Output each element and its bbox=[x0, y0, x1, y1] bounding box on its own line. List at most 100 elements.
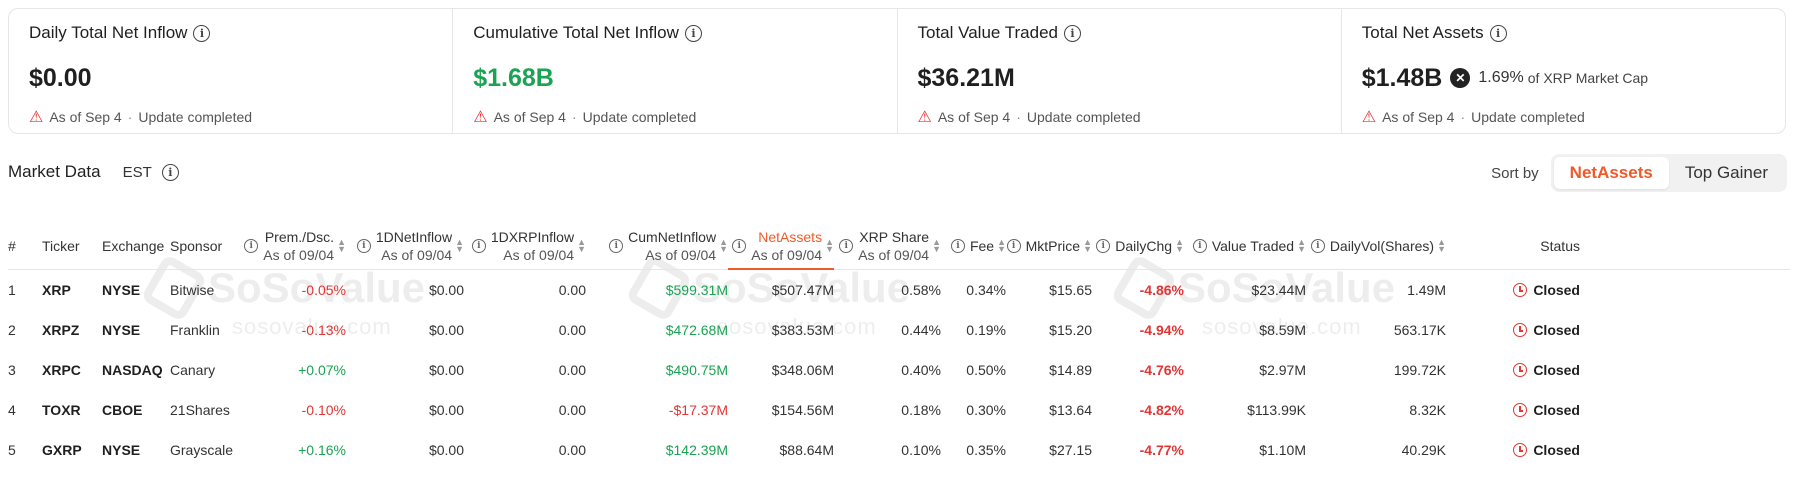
cell-xrp-share: 0.40% bbox=[901, 362, 941, 378]
cell-value-traded: $2.97M bbox=[1259, 362, 1306, 378]
table-row[interactable]: 2 XRPZ NYSE Franklin -0.13% $0.00 0.00 $472.68M… bbox=[8, 310, 1790, 350]
warning-icon: ⚠ bbox=[473, 109, 488, 126]
info-icon[interactable]: i bbox=[839, 238, 854, 253]
table-row[interactable]: 3 XRPC NASDAQ Canary +0.07% $0.00 0.00 $490.75M… bbox=[8, 350, 1790, 390]
sort-icon[interactable]: ▲ ▼ bbox=[1437, 236, 1446, 254]
xrp-logo-icon: ✕ bbox=[1450, 68, 1471, 88]
info-icon[interactable]: i bbox=[1192, 238, 1207, 253]
cell-ticker[interactable]: XRPZ bbox=[42, 322, 80, 338]
info-icon[interactable]: i bbox=[950, 238, 965, 253]
cell-sponsor: 21Shares bbox=[170, 402, 230, 418]
sort-icon[interactable]: ▲ ▼ bbox=[997, 236, 1006, 254]
info-icon[interactable]: i bbox=[244, 238, 259, 253]
col-cum-net-inflow[interactable]: i CumNetInflow As of 09/04 ▲ ▼ bbox=[586, 222, 728, 269]
col-prem-dsc[interactable]: i Prem./Dsc. As of 09/04 ▲ ▼ bbox=[242, 222, 346, 269]
cell-sponsor: Grayscale bbox=[170, 442, 234, 458]
clock-icon bbox=[1513, 443, 1528, 457]
card-title: Cumulative Total Net Inflow bbox=[473, 23, 679, 42]
cell-prem-dsc: -0.13% bbox=[301, 322, 346, 338]
info-icon[interactable]: i bbox=[356, 238, 371, 253]
update-status: Update completed bbox=[1026, 109, 1141, 125]
cell-ticker[interactable]: XRP bbox=[42, 282, 71, 298]
info-icon[interactable]: i bbox=[161, 163, 179, 181]
col-xrp-share[interactable]: i XRP Share As of 09/04 ▲ ▼ bbox=[834, 222, 941, 269]
info-icon[interactable]: i bbox=[1064, 24, 1081, 42]
info-icon[interactable]: i bbox=[471, 238, 486, 253]
cell-1d-net-inflow: $0.00 bbox=[428, 322, 464, 338]
card-value: $1.68B bbox=[473, 63, 554, 92]
cell-exchange: CBOE bbox=[102, 402, 143, 418]
col-ticker: Ticker bbox=[42, 237, 80, 254]
cell-status: Closed bbox=[1446, 282, 1580, 298]
cell-value-traded: $1.10M bbox=[1259, 442, 1306, 458]
info-icon[interactable]: i bbox=[1096, 238, 1111, 253]
col-sponsor: Sponsor bbox=[170, 237, 223, 254]
sort-icon[interactable]: ▲ ▼ bbox=[1175, 236, 1184, 254]
sort-netassets-button[interactable]: NetAssets bbox=[1553, 157, 1669, 189]
cell-fee: 0.34% bbox=[966, 282, 1006, 298]
card-title: Total Net Assets bbox=[1361, 23, 1484, 42]
cell-value-traded: $8.59M bbox=[1259, 322, 1306, 338]
col-number: # bbox=[8, 237, 16, 254]
col-exchange: Exchange bbox=[102, 237, 165, 254]
sort-top-gainer-button[interactable]: Top Gainer bbox=[1684, 163, 1768, 182]
warning-icon: ⚠ bbox=[917, 109, 932, 126]
sort-icon[interactable]: ▲ ▼ bbox=[719, 236, 728, 254]
status-label: Closed bbox=[1533, 402, 1580, 418]
sort-icon[interactable]: ▲ ▼ bbox=[1083, 236, 1092, 254]
cell-xrp-share: 0.58% bbox=[901, 282, 941, 298]
cell-exchange: NASDAQ bbox=[102, 362, 163, 378]
info-icon[interactable]: i bbox=[732, 238, 747, 253]
col-net-assets[interactable]: i NetAssets As of 09/04 ▲ ▼ bbox=[728, 222, 834, 270]
info-icon[interactable]: i bbox=[609, 238, 624, 253]
cell-prem-dsc: +0.07% bbox=[298, 362, 346, 378]
as-of-date: As of Sep 4 bbox=[1382, 109, 1455, 125]
cell-daily-vol: 199.72K bbox=[1393, 362, 1446, 378]
col-value-traded[interactable]: i Value Traded ▲ ▼ bbox=[1184, 222, 1306, 269]
info-icon[interactable]: i bbox=[684, 24, 702, 42]
cell-ticker[interactable]: XRPC bbox=[42, 362, 81, 378]
info-icon[interactable]: i bbox=[193, 24, 211, 42]
info-icon[interactable]: i bbox=[1489, 24, 1507, 42]
cell-cum-net-inflow: $472.68M bbox=[665, 322, 728, 338]
cell-prem-dsc: -0.10% bbox=[301, 402, 346, 418]
col-mkt-price[interactable]: i MktPrice ▲ ▼ bbox=[1006, 222, 1092, 269]
cell-number: 2 bbox=[8, 322, 16, 338]
cell-daily-chg: -4.76% bbox=[1139, 362, 1184, 378]
cell-status: Closed bbox=[1446, 322, 1580, 338]
sort-icon[interactable]: ▲ ▼ bbox=[455, 236, 464, 254]
col-fee[interactable]: i Fee ▲ ▼ bbox=[941, 222, 1006, 269]
card-value: $36.21M bbox=[917, 63, 1015, 92]
cell-daily-chg: -4.86% bbox=[1139, 282, 1184, 298]
table-row[interactable]: 4 TOXR CBOE 21Shares -0.10% $0.00 0.00 -$17.37M… bbox=[8, 390, 1790, 430]
cell-prem-dsc: -0.05% bbox=[301, 282, 346, 298]
col-daily-vol[interactable]: i DailyVol(Shares) ▲ ▼ bbox=[1306, 222, 1446, 269]
sort-icon[interactable]: ▲ ▼ bbox=[825, 236, 834, 254]
card-total-net-assets: Total Net Assets i $1.48B ✕ 1.69% of XRP … bbox=[1361, 23, 1649, 126]
update-status: Update completed bbox=[1471, 109, 1585, 125]
cell-ticker[interactable]: TOXR bbox=[42, 402, 81, 418]
cell-cum-net-inflow: -$17.37M bbox=[668, 402, 728, 418]
sort-icon[interactable]: ▲ ▼ bbox=[932, 236, 941, 254]
cell-daily-chg: -4.94% bbox=[1139, 322, 1184, 338]
cell-ticker[interactable]: GXRP bbox=[42, 442, 82, 458]
sort-icon[interactable]: ▲ ▼ bbox=[577, 236, 586, 254]
col-status: Status bbox=[1540, 237, 1580, 254]
cell-1d-net-inflow: $0.00 bbox=[428, 282, 464, 298]
col-daily-chg[interactable]: i DailyChg ▲ ▼ bbox=[1092, 222, 1184, 269]
info-icon[interactable]: i bbox=[1310, 238, 1325, 253]
sort-control: Sort by NetAssets Top Gainer bbox=[1491, 154, 1787, 192]
cell-status: Closed bbox=[1446, 362, 1580, 378]
sort-icon[interactable]: ▲ ▼ bbox=[1297, 236, 1306, 254]
col-1d-net-inflow[interactable]: i 1DNetInflow As of 09/04 ▲ ▼ bbox=[346, 222, 464, 269]
info-icon[interactable]: i bbox=[1006, 238, 1021, 253]
sort-icon[interactable]: ▲ ▼ bbox=[337, 236, 346, 254]
as-of-date: As of Sep 4 bbox=[49, 109, 122, 125]
card-daily-net-inflow: Daily Total Net Inflow i $0.00 ⚠ As of Sep… bbox=[9, 9, 454, 133]
table-row[interactable]: 5 GXRP NYSE Grayscale +0.16% $0.00 0.00 $142.39… bbox=[8, 430, 1790, 470]
cell-1d-net-inflow: $0.00 bbox=[428, 402, 464, 418]
table-row[interactable]: 1 XRP NYSE Bitwise -0.05% $0.00 0.00 $599.31M $5… bbox=[8, 270, 1790, 310]
update-status: Update completed bbox=[582, 109, 697, 125]
market-data-header: Market Data EST i bbox=[8, 162, 179, 182]
col-1d-xrp-inflow[interactable]: i 1DXRPInflow As of 09/04 ▲ ▼ bbox=[464, 222, 586, 269]
